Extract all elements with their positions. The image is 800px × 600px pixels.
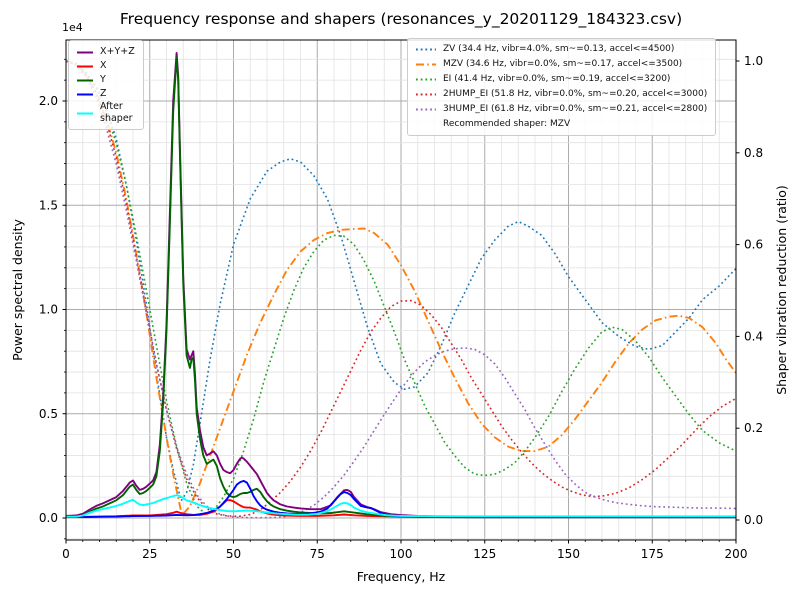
y-right-tick-label: 0.2 xyxy=(744,421,763,435)
legend-swatch xyxy=(76,49,94,56)
legend-item-recommended-shaper: Recommended shaper: MZV xyxy=(415,117,707,132)
series-line-2hump_ei xyxy=(65,60,737,518)
legend-left: X+Y+Z X Y Z After shaper xyxy=(68,40,144,130)
x-tick-label: 0 xyxy=(62,547,70,561)
legend-item-ei: EI (41.4 Hz, vibr=0.0%, sm~=0.19, accel<… xyxy=(415,72,707,87)
legend-swatch-line xyxy=(77,93,93,95)
y-axis-label-right: Shaper vibration reduction (ratio) xyxy=(774,185,789,395)
legend-label: After shaper xyxy=(100,101,133,124)
x-axis-label: Frequency, Hz xyxy=(357,569,446,584)
legend-label: 3HUMP_EI (61.8 Hz, vibr=0.0%, sm~=0.21, … xyxy=(443,104,708,114)
legend-label: 2HUMP_EI (51.8 Hz, vibr=0.0%, sm~=0.20, … xyxy=(443,89,708,99)
y-left-tick-label: 0.5 xyxy=(39,407,58,421)
legend-label: EI (41.4 Hz, vibr=0.0%, sm~=0.19, accel<… xyxy=(443,74,671,84)
series-line-x xyxy=(66,499,736,519)
x-tick-label: 175 xyxy=(641,547,664,561)
legend-label: Recommended shaper: MZV xyxy=(443,119,571,129)
y-right-tick-label: 1.0 xyxy=(744,54,763,68)
legend-swatch xyxy=(415,61,437,68)
series-line-zv xyxy=(65,60,737,502)
legend-swatch-line xyxy=(77,112,93,114)
y-axis-label-left: Power spectral density xyxy=(10,219,25,361)
y-left-tick-label: 1.5 xyxy=(39,198,58,212)
ticks-layer: 0 25 50 75 100 125 150 175 200 0.0 0.5 1.0 1.5 2.0 0.0… xyxy=(39,54,763,561)
legend-item-3hump_ei: 3HUMP_EI (61.8 Hz, vibr=0.0%, sm~=0.21, … xyxy=(415,102,707,117)
series-line-ei xyxy=(65,60,737,514)
series-line-3hump_ei xyxy=(65,60,737,519)
legend-swatch-line xyxy=(77,79,93,81)
series-line-z xyxy=(66,479,736,519)
legend-item-mzv: MZV (34.6 Hz, vibr=0.0%, sm~=0.17, accel… xyxy=(415,57,707,72)
x-tick-label: 75 xyxy=(310,547,325,561)
series-line-mzv xyxy=(65,60,737,517)
legend-swatch-line xyxy=(416,108,436,111)
legend-label: X+Y+Z xyxy=(100,46,135,57)
legend-swatch-line xyxy=(416,63,436,66)
legend-label: MZV (34.6 Hz, vibr=0.0%, sm~=0.17, accel… xyxy=(443,59,683,69)
legend-right: ZV (34.4 Hz, vibr=4.0%, sm~=0.13, accel<… xyxy=(407,38,717,136)
legend-label: Z xyxy=(100,88,107,99)
legend-swatch xyxy=(76,77,94,84)
y-right-tick-label: 0.0 xyxy=(744,513,763,527)
legend-swatch-line xyxy=(77,51,93,53)
legend-item-zv: ZV (34.4 Hz, vibr=4.0%, sm~=0.13, accel<… xyxy=(415,42,707,57)
x-tick-label: 200 xyxy=(725,547,748,561)
legend-item-2hump_ei: 2HUMP_EI (51.8 Hz, vibr=0.0%, sm~=0.20, … xyxy=(415,87,707,102)
x-tick-label: 125 xyxy=(473,547,496,561)
legend-item-x: X xyxy=(76,59,135,73)
y-axis-offset-text: 1e4 xyxy=(62,21,83,34)
legend-swatch xyxy=(415,91,437,98)
grid-layer xyxy=(66,40,736,540)
legend-swatch-line xyxy=(416,48,436,51)
legend-swatch-line xyxy=(416,78,436,81)
series-line-xyz xyxy=(65,52,736,518)
legend-item-z: Z xyxy=(76,87,135,101)
legend-swatch xyxy=(415,76,437,83)
legend-swatch-line xyxy=(416,93,436,96)
legend-swatch xyxy=(415,46,437,53)
x-tick-label: 100 xyxy=(390,547,413,561)
y-right-tick-label: 0.4 xyxy=(744,329,763,343)
legend-swatch xyxy=(76,91,94,98)
x-tick-label: 25 xyxy=(142,547,157,561)
series-layer xyxy=(65,52,737,519)
y-right-tick-label: 0.8 xyxy=(744,146,763,160)
x-tick-label: 50 xyxy=(226,547,241,561)
y-left-tick-label: 0.0 xyxy=(39,511,58,525)
y-left-tick-label: 1.0 xyxy=(39,303,58,317)
y-left-tick-label: 2.0 xyxy=(39,94,58,108)
legend-label: Y xyxy=(100,74,106,85)
legend-item-y: Y xyxy=(76,73,135,87)
legend-swatch xyxy=(76,110,94,117)
legend-swatch-line xyxy=(77,65,93,67)
legend-swatch xyxy=(76,63,94,70)
series-line-after_shaper xyxy=(66,494,736,518)
legend-label: ZV (34.4 Hz, vibr=4.0%, sm~=0.13, accel<… xyxy=(443,44,675,54)
series-line-y xyxy=(66,56,736,519)
legend-swatch xyxy=(415,106,437,113)
y-right-tick-label: 0.6 xyxy=(744,238,763,252)
legend-item-after_shaper: After shaper xyxy=(76,101,135,125)
x-tick-label: 150 xyxy=(557,547,580,561)
legend-label: X xyxy=(100,60,107,71)
legend-item-xyz: X+Y+Z xyxy=(76,45,135,59)
chart-title: Frequency response and shapers (resonanc… xyxy=(120,10,682,29)
